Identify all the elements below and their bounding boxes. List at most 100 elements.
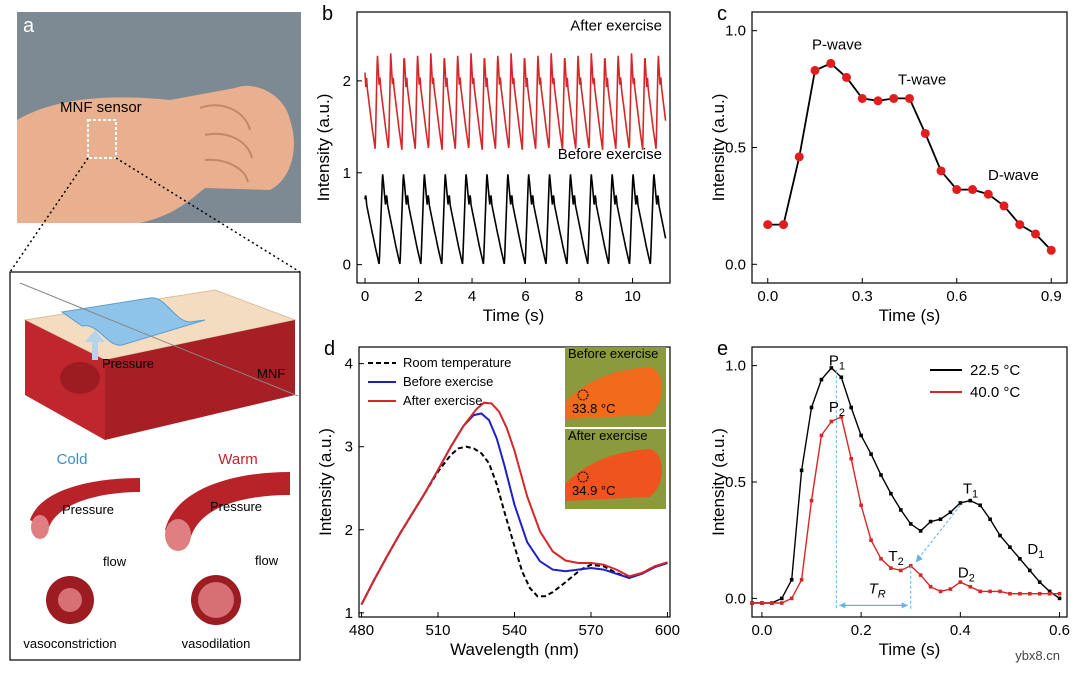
y-tick-label-c: 1.0 xyxy=(725,23,746,40)
data-point-e-1 xyxy=(928,584,933,589)
annotation-e-3: T2 xyxy=(888,548,903,568)
flow-left-label: flow xyxy=(103,554,127,569)
y-tick-label-c: 0.5 xyxy=(725,140,746,157)
data-point-e-0 xyxy=(1008,545,1012,549)
annotation-e-6: TR xyxy=(869,581,886,601)
data-point-e-1 xyxy=(789,596,794,601)
data-point-e-0 xyxy=(1037,580,1042,584)
pressure-label: Pressure xyxy=(102,356,154,371)
x-tick-label-c: 0.6 xyxy=(946,288,967,305)
tr-arrow-head-right xyxy=(901,602,908,609)
data-point-c xyxy=(763,220,773,230)
y-tick-label-d: 1 xyxy=(345,605,353,622)
data-point-e-0 xyxy=(849,405,854,410)
axes-frame-b xyxy=(356,11,671,284)
data-point-e-1 xyxy=(760,601,764,605)
chart-d: 480 510 540 570 600 1 2 3 4 Wavelength (nm) Intens… xyxy=(316,338,680,659)
chart-b: 0 2 4 6 8 10 0 1 2 Time (s) Intensity (a.u.) b After… xyxy=(314,3,671,325)
data-point-e-0 xyxy=(809,405,814,410)
x-tick-label-b: 6 xyxy=(521,288,529,305)
data-point-e-1 xyxy=(779,601,784,605)
data-point-e-0 xyxy=(938,517,943,522)
inset-spot xyxy=(577,389,589,401)
lumen-warm xyxy=(198,582,234,618)
vessel-warm-cut xyxy=(165,519,191,551)
annotation-e-0: P1 xyxy=(829,353,845,373)
data-point-c xyxy=(889,93,899,103)
y-tick-label-d: 2 xyxy=(345,522,353,539)
data-point-c xyxy=(873,96,883,106)
inset-hand-heat xyxy=(565,449,662,501)
data-point-e-1 xyxy=(889,566,893,570)
x-tick-label-e: 0.2 xyxy=(851,622,872,639)
data-point-e-0 xyxy=(928,519,933,524)
x-tick-label-d: 480 xyxy=(349,622,374,639)
annotation-b-1: Before exercise xyxy=(558,146,662,163)
annotation-c-2: D-wave xyxy=(988,167,1039,184)
data-point-e-0 xyxy=(998,533,1002,538)
x-tick-label-c: 0.0 xyxy=(757,288,778,305)
data-point-e-1 xyxy=(978,589,982,594)
data-point-c xyxy=(999,201,1009,211)
x-tick-label-b: 8 xyxy=(575,288,583,305)
legend-text-d-2: After exercise xyxy=(403,393,482,408)
mnf-fiber xyxy=(19,282,299,397)
axes-frame-c xyxy=(751,11,1068,284)
panel-label-b: b xyxy=(322,3,333,25)
data-point-c xyxy=(842,72,851,82)
y-axis-label-e: Intensity (a.u.) xyxy=(709,428,728,536)
vessel-cold xyxy=(30,478,140,530)
series-line-c xyxy=(767,62,1052,251)
pressure-right-label: Pressure xyxy=(210,499,262,514)
data-point-e-1 xyxy=(958,580,963,584)
y-axis-label-b: Intensity (a.u.) xyxy=(314,94,333,202)
data-point-e-1 xyxy=(849,456,854,461)
data-point-e-1 xyxy=(809,498,814,503)
x-tick-label-d: 510 xyxy=(426,622,451,639)
y-tick-label-e: 0.0 xyxy=(725,590,746,607)
data-point-e-0 xyxy=(1018,557,1022,561)
y-tick-label-d: 3 xyxy=(345,439,353,456)
data-point-c xyxy=(794,152,804,162)
lumen-cold xyxy=(58,588,82,612)
data-point-c xyxy=(779,220,788,230)
panel-label-e: e xyxy=(717,338,728,360)
tr-arrow-head-left xyxy=(839,602,846,609)
data-point-e-0 xyxy=(899,508,903,512)
data-point-e-1 xyxy=(988,589,992,594)
hand-arm xyxy=(17,85,294,224)
data-point-e-0 xyxy=(918,529,923,533)
chart-c: 0.0 0.3 0.6 0.9 0.0 0.5 1.0 Time (s) Intensity (… xyxy=(709,3,1068,325)
data-point-e-1 xyxy=(819,433,824,438)
inset-temp-0: 33.8 °C xyxy=(572,401,616,416)
data-point-c xyxy=(952,185,962,195)
data-point-e-0 xyxy=(978,503,982,508)
x-axis-label-e: Time (s) xyxy=(879,640,941,659)
panel-label-c: c xyxy=(717,3,727,25)
vessel-warm xyxy=(165,472,290,540)
data-point-e-0 xyxy=(948,510,953,515)
annotation-b-0: After exercise xyxy=(570,17,662,34)
x-tick-label-e: 0.0 xyxy=(751,622,772,639)
x-tick-label-e: 0.6 xyxy=(1049,622,1070,639)
data-point-e-0 xyxy=(789,577,794,582)
data-point-e-1 xyxy=(998,589,1002,594)
mnf-film xyxy=(60,297,206,346)
data-point-c xyxy=(857,93,867,103)
series-line-d-2 xyxy=(360,401,668,605)
finger-lines xyxy=(199,104,253,183)
y-axis-label-d: Intensity (a.u.) xyxy=(316,428,335,536)
y-tick-label-d: 4 xyxy=(345,356,353,373)
guide-t-arrow xyxy=(915,554,923,563)
x-tick-label-d: 600 xyxy=(655,622,680,639)
data-point-e-0 xyxy=(799,468,804,473)
data-point-e-1 xyxy=(918,573,923,577)
data-point-c xyxy=(920,128,930,138)
data-point-e-1 xyxy=(1037,591,1042,596)
vessel-cold-cut xyxy=(31,515,49,539)
x-axis-label-c: Time (s) xyxy=(879,306,941,325)
x-axis-label-b: Time (s) xyxy=(483,306,545,325)
data-point-e-1 xyxy=(799,577,804,582)
y-tick-label-c: 0.0 xyxy=(725,256,746,273)
